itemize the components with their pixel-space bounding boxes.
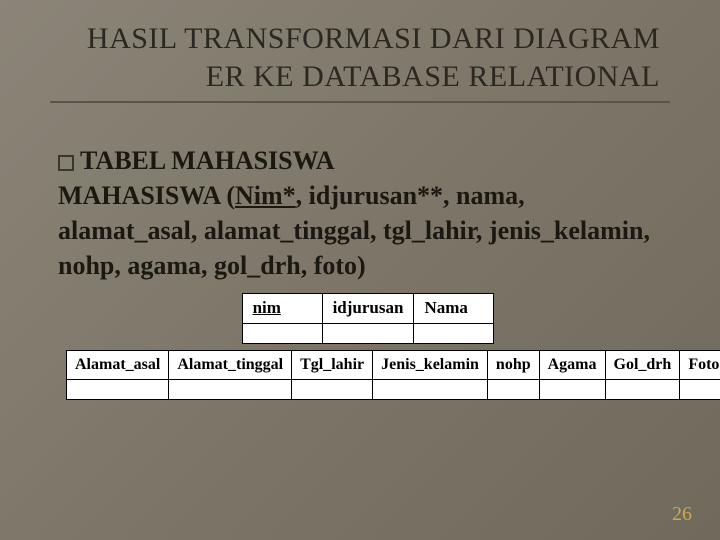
slide: HASIL TRANSFORMASI DARI DIAGRAM ER KE DA… (0, 0, 720, 540)
slide-title: HASIL TRANSFORMASI DARI DIAGRAM ER KE DA… (50, 20, 670, 95)
table-row: Alamat_asal Alamat_tinggal Tgl_lahir Jen… (67, 351, 720, 380)
bullet-line: TABEL MAHASISWA (58, 143, 670, 178)
title-divider (50, 101, 670, 103)
table-cell-empty (242, 324, 322, 344)
table-cell-idjurusan: idjurusan (322, 294, 414, 324)
table-cell-empty (292, 379, 373, 399)
table-cell-nama: Nama (414, 294, 494, 324)
table-cell: Gol_drh (605, 351, 680, 380)
table-cell-empty (373, 379, 488, 399)
schema-primary-key: Nim* (235, 181, 296, 210)
schema-prefix: MAHASISWA ( (58, 181, 235, 210)
table-row (67, 379, 720, 399)
table-cell-empty (680, 379, 720, 399)
table-1: nim idjurusan Nama (242, 293, 495, 344)
bullet-box-icon (58, 155, 74, 171)
table-cell-empty (605, 379, 680, 399)
table-cell: nohp (487, 351, 539, 380)
table-cell: Agama (539, 351, 605, 380)
table-cell: Foto (680, 351, 720, 380)
table-cell: Tgl_lahir (292, 351, 373, 380)
schema-definition: MAHASISWA (Nim*, idjurusan**, nama, alam… (58, 178, 670, 283)
table-cell-nim: nim (242, 294, 322, 324)
table-cell-empty (539, 379, 605, 399)
table-cell-empty (67, 379, 169, 399)
table-cell-empty (169, 379, 292, 399)
table-cell: Alamat_asal (67, 351, 169, 380)
table-cell-empty (414, 324, 494, 344)
table-cell: Jenis_kelamin (373, 351, 488, 380)
table-cell-empty (487, 379, 539, 399)
table1-wrap: nim idjurusan Nama (66, 293, 670, 344)
page-number: 26 (672, 503, 692, 526)
content-block: TABEL MAHASISWA MAHASISWA (Nim*, idjurus… (50, 143, 670, 400)
table-2: Alamat_asal Alamat_tinggal Tgl_lahir Jen… (66, 350, 720, 400)
table-row: nim idjurusan Nama (242, 294, 494, 324)
tables-area: nim idjurusan Nama Alamat_asal Alamat_ti… (66, 293, 670, 400)
table-cell: Alamat_tinggal (169, 351, 292, 380)
table-cell-empty (322, 324, 414, 344)
bullet-label: TABEL MAHASISWA (80, 143, 335, 178)
table-row (242, 324, 494, 344)
